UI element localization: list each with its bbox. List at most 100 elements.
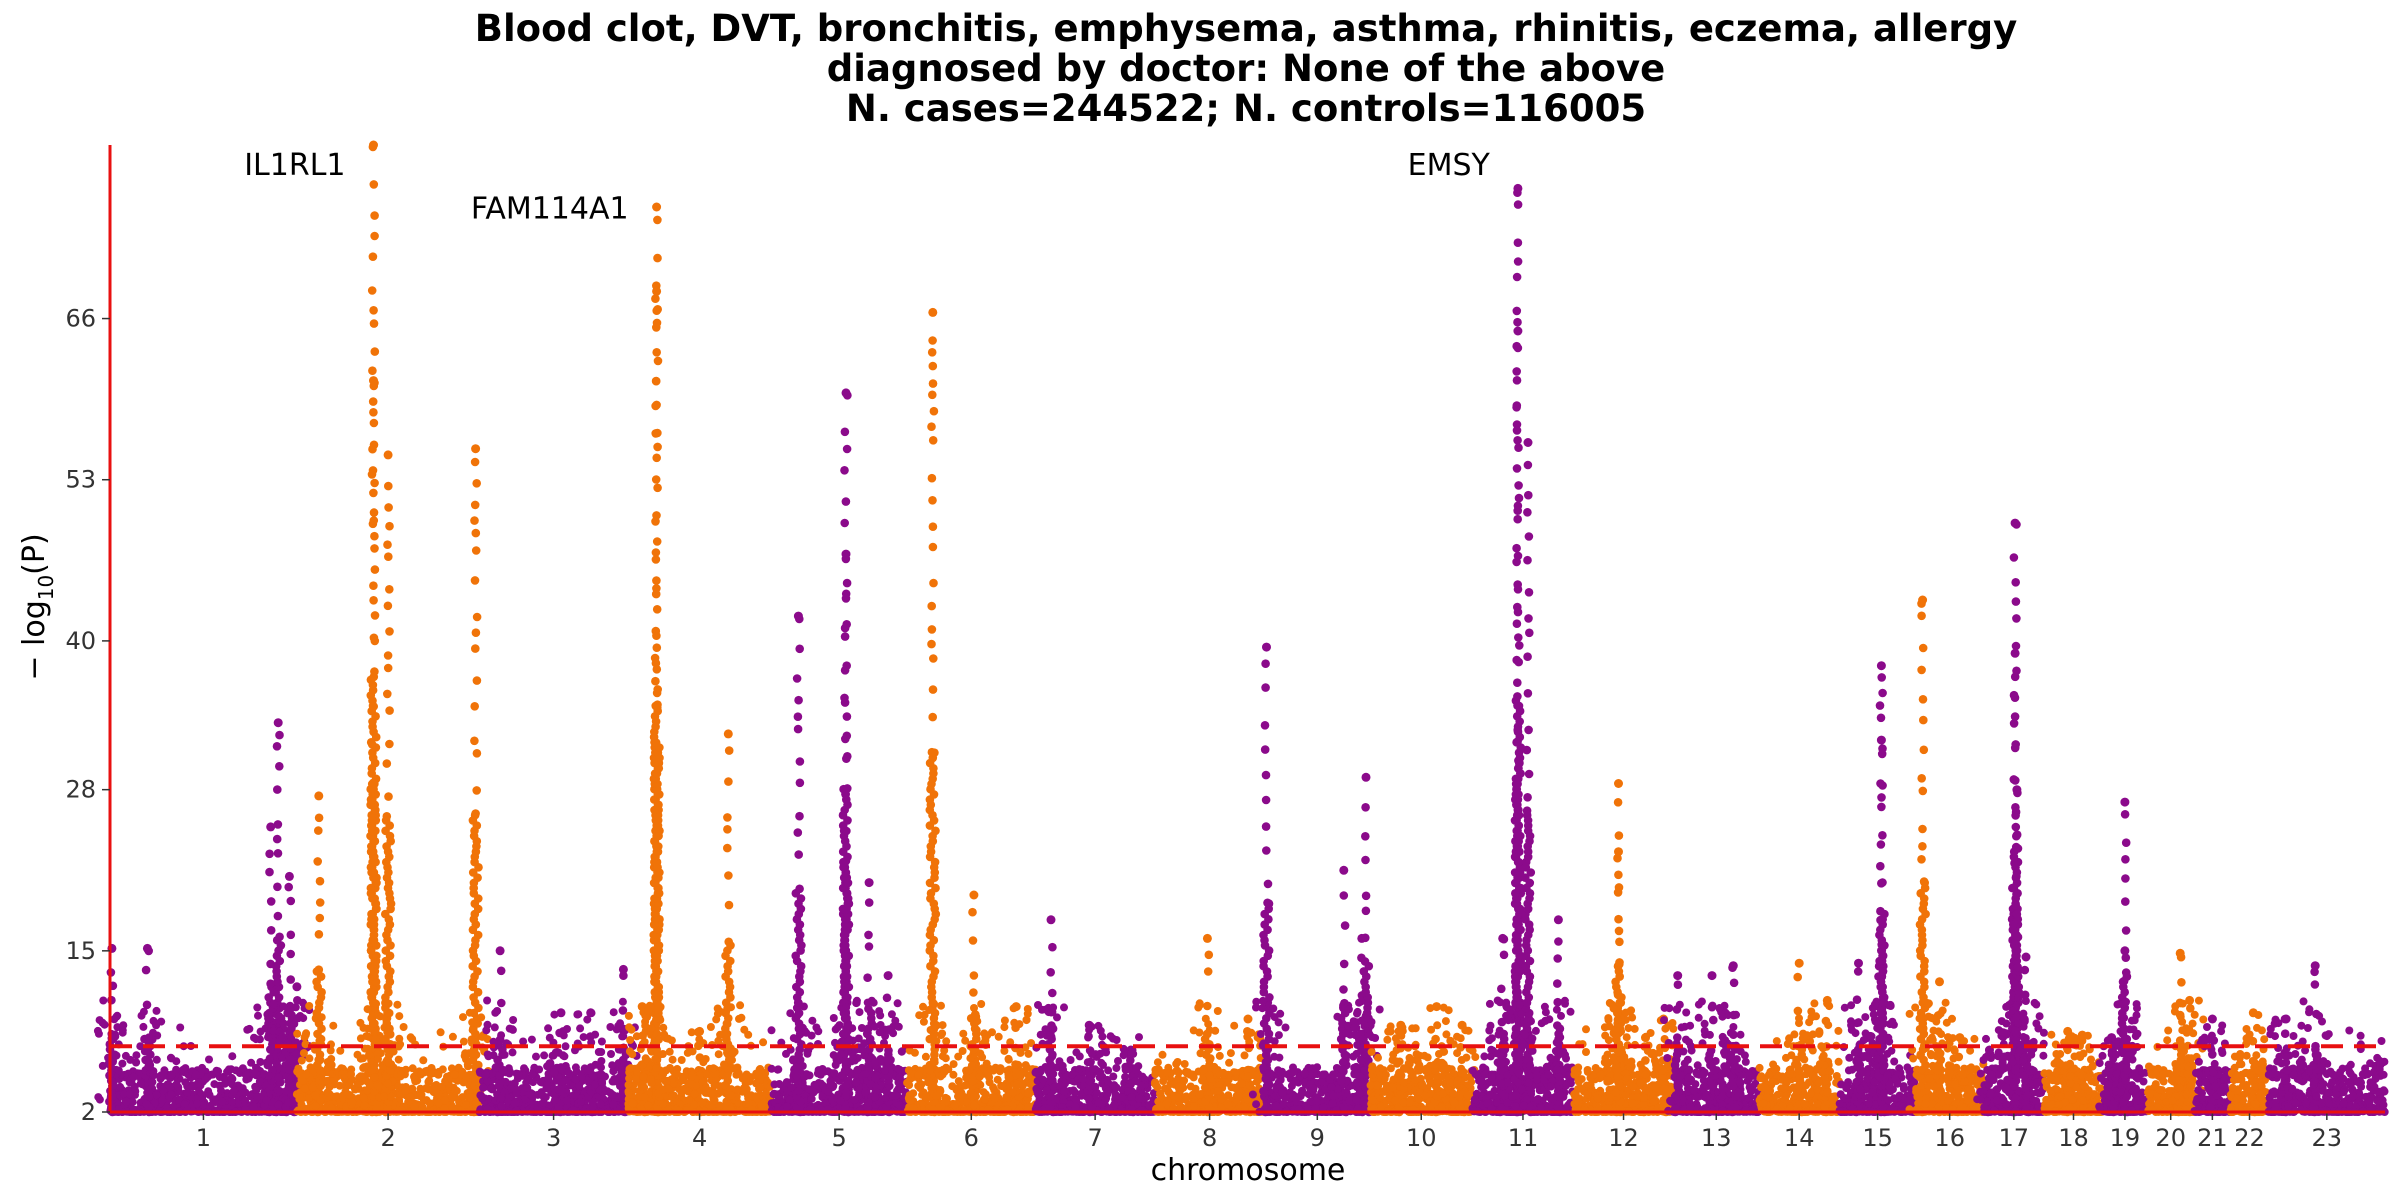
snp-point — [363, 1005, 372, 1014]
snp-point — [814, 1027, 823, 1036]
snp-point — [804, 1085, 813, 1094]
snp-point — [597, 1057, 606, 1065]
snp-point — [706, 1023, 715, 1031]
snp-point — [305, 1094, 313, 1102]
snp-point — [365, 1050, 373, 1059]
snp-point — [172, 1080, 181, 1089]
snp-point — [336, 1046, 345, 1055]
snp-point — [652, 348, 661, 357]
snp-point — [272, 742, 282, 751]
snp-point — [227, 1073, 236, 1082]
snp-point — [470, 500, 480, 510]
snp-point — [687, 1028, 696, 1037]
snp-point — [145, 1062, 154, 1071]
snp-point — [829, 1014, 838, 1022]
snp-point — [152, 1055, 161, 1064]
snp-point — [278, 1032, 287, 1041]
snp-point — [690, 1100, 699, 1109]
snp-point — [385, 585, 394, 594]
snp-point — [369, 319, 379, 328]
snp-point — [611, 1077, 620, 1086]
snp-point — [869, 998, 878, 1007]
snp-point — [139, 1007, 148, 1016]
snp-point — [472, 749, 482, 758]
snp-point — [651, 738, 661, 747]
snp-point — [794, 695, 803, 705]
snp-point — [841, 594, 851, 603]
snp-point — [228, 1052, 237, 1061]
snp-point — [471, 809, 480, 818]
snp-point — [701, 1055, 710, 1063]
snp-point — [849, 1052, 858, 1061]
snp-point — [401, 1087, 410, 1095]
peak-top-point — [695, 1026, 705, 1036]
snp-point — [663, 1076, 671, 1085]
snp-point — [520, 1064, 528, 1073]
snp-point — [284, 1065, 293, 1074]
snp-point — [311, 1102, 320, 1110]
snp-point — [468, 868, 478, 877]
snp-point — [370, 667, 379, 676]
snp-point — [470, 736, 479, 746]
snp-point — [157, 1071, 165, 1080]
snp-point — [871, 1074, 880, 1083]
snp-point — [284, 882, 294, 892]
snp-point — [345, 1081, 354, 1089]
snp-point — [462, 1101, 470, 1109]
snp-point — [643, 1101, 652, 1110]
snp-point — [384, 481, 393, 491]
snp-point — [632, 1074, 640, 1083]
snp-point — [295, 1042, 304, 1051]
snp-point — [142, 1000, 152, 1010]
snp-point — [369, 516, 379, 525]
snp-point — [497, 1102, 506, 1110]
snp-point — [577, 1073, 586, 1081]
snp-point — [483, 996, 492, 1005]
snp-point — [646, 1075, 655, 1084]
snp-point — [639, 1072, 648, 1081]
snp-point — [326, 1046, 335, 1055]
snp-point — [256, 1058, 265, 1066]
snp-point — [286, 930, 296, 940]
snp-point — [652, 318, 662, 328]
snp-point — [286, 949, 296, 959]
snp-point — [989, 1083, 998, 1092]
snp-point — [286, 1005, 295, 1014]
peak-top-point — [841, 549, 851, 559]
snp-point — [315, 898, 325, 907]
snp-point — [737, 1013, 746, 1022]
snp-point — [979, 1088, 988, 1097]
snp-point — [327, 1103, 336, 1112]
snp-point — [497, 1094, 506, 1103]
snp-point — [381, 1037, 390, 1046]
snp-point — [852, 1078, 861, 1087]
snp-point — [651, 676, 660, 686]
snp-point — [397, 1070, 406, 1079]
snp-point — [315, 913, 325, 923]
snp-point — [714, 1050, 723, 1059]
snp-point — [523, 1084, 532, 1092]
snp-point — [782, 1102, 791, 1111]
snp-point — [265, 867, 274, 877]
snp-point — [624, 1011, 633, 1020]
snp-point — [346, 1070, 355, 1079]
snp-point — [651, 376, 661, 386]
snp-point — [712, 1015, 721, 1024]
snp-point — [864, 930, 873, 940]
peak-top-point — [883, 971, 893, 981]
snp-point — [181, 1078, 190, 1087]
snp-point — [625, 1065, 634, 1074]
chromosome-3-points — [475, 946, 641, 1117]
snp-point — [365, 1081, 374, 1089]
snp-point — [842, 1057, 851, 1066]
snp-point — [802, 1028, 811, 1037]
peak-top-point — [471, 444, 481, 454]
snp-point — [724, 900, 734, 910]
snp-point — [369, 408, 378, 417]
snp-point — [723, 843, 732, 853]
snp-point — [468, 1018, 477, 1027]
snp-point — [880, 1066, 889, 1075]
peak-top-point — [841, 388, 851, 398]
snp-point — [653, 442, 662, 452]
snp-point — [871, 1093, 880, 1102]
